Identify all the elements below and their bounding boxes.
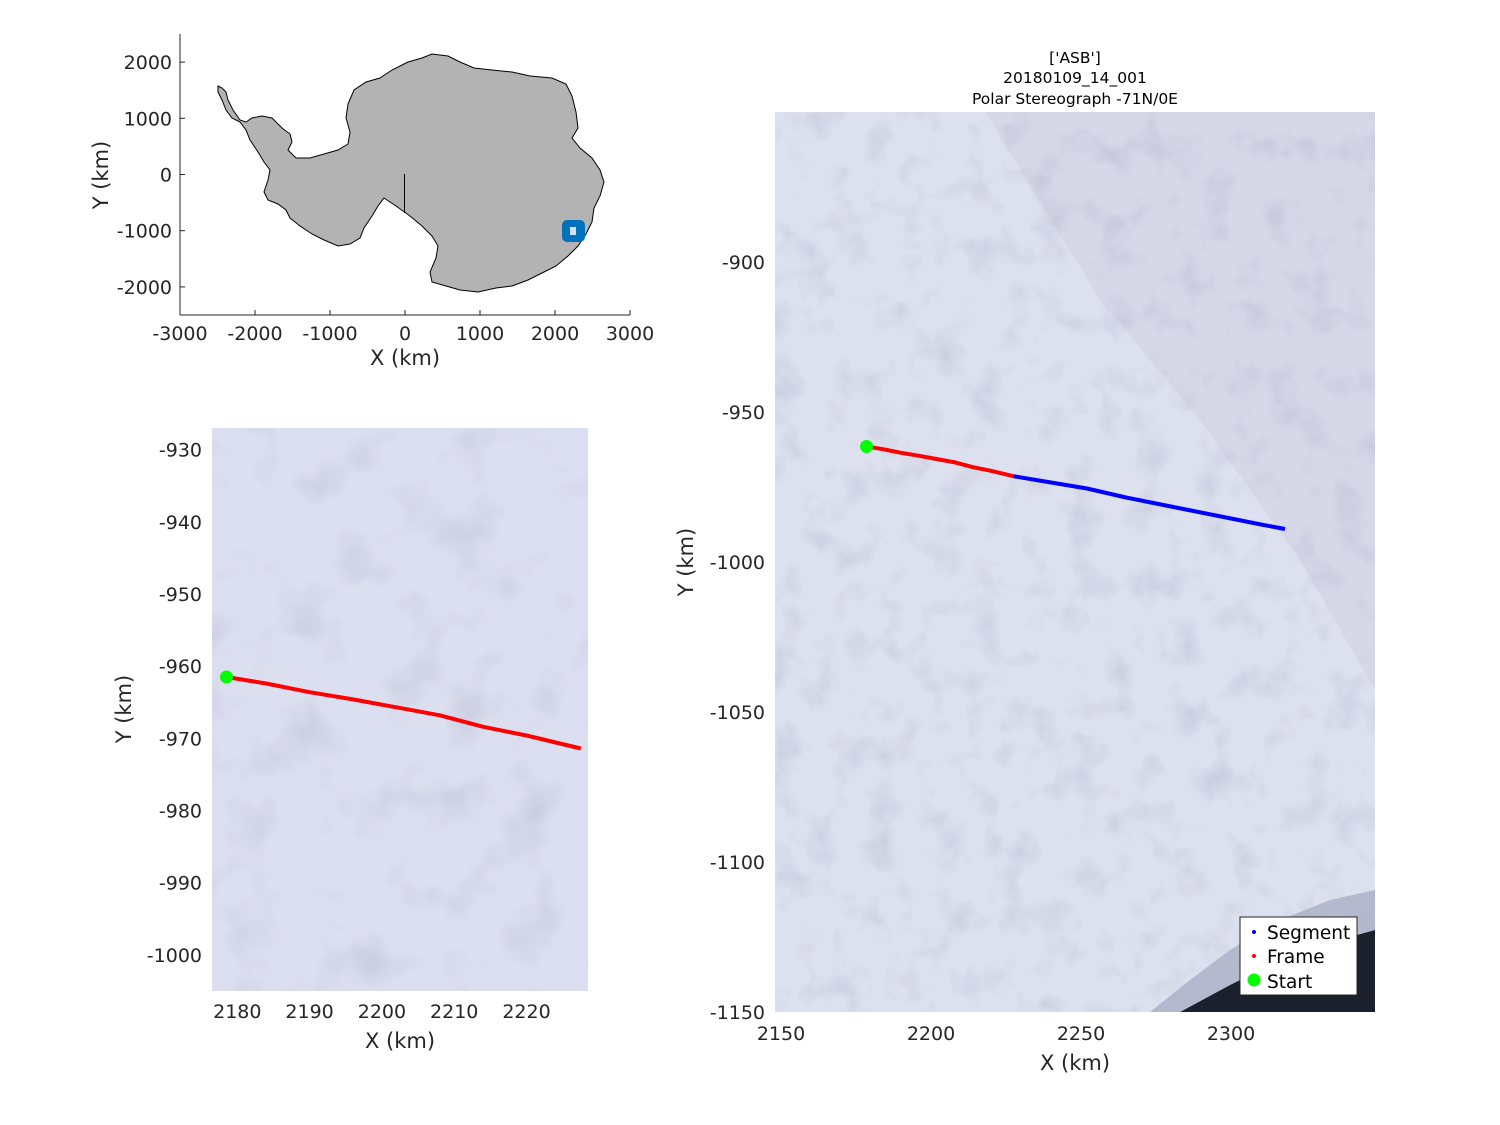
y-tick-label: 2000 <box>124 52 172 74</box>
x-tick-label: 2180 <box>213 1001 261 1023</box>
frame-x-label: X (km) <box>365 1029 435 1053</box>
x-tick-label: 2220 <box>502 1001 550 1023</box>
y-tick-label: -970 <box>159 728 202 750</box>
x-tick-label: 0 <box>399 323 411 345</box>
legend: Segment Frame Start <box>1239 916 1358 996</box>
segment-imagery-texture <box>775 112 1375 1012</box>
y-tick-label: -1050 <box>710 702 765 724</box>
segment-map: ['ASB'] 20180109_14_001 Polar Stereograp… <box>674 49 1375 1075</box>
overview-map: -3000 -2000 -1000 0 1000 2000 3000 -2000 -1000 0… <box>89 34 654 370</box>
y-tick-label: -1000 <box>117 221 172 243</box>
y-tick-label: -1100 <box>710 852 765 874</box>
y-tick-label: -980 <box>159 801 202 823</box>
x-tick-label: 2210 <box>430 1001 478 1023</box>
segment-y-label: Y (km) <box>674 528 698 598</box>
y-tick-label: -900 <box>722 252 765 274</box>
y-tick-label: -1000 <box>147 945 202 967</box>
legend-segment-label: Segment <box>1267 923 1350 944</box>
legend-start-label: Start <box>1267 972 1312 993</box>
frame-x-ticks: 2180 2190 2200 2210 2220 <box>213 1001 551 1023</box>
y-tick-label: -960 <box>159 656 202 678</box>
y-tick-label: -940 <box>159 512 202 534</box>
segment-track-line <box>1013 474 1286 531</box>
y-tick-label: -2000 <box>117 277 172 299</box>
start-point-marker-overview <box>860 440 873 453</box>
segment-title-line-2: 20180109_14_001 <box>1003 69 1147 88</box>
legend-frame-label: Frame <box>1267 947 1325 968</box>
overview-y-ticks: -2000 -1000 0 1000 2000 <box>117 52 185 299</box>
frame-y-ticks: -930 -940 -950 -960 -970 -980 -990 -1000 <box>147 440 202 967</box>
legend-segment-symbol <box>1252 930 1256 934</box>
segment-x-label: X (km) <box>1040 1051 1110 1075</box>
y-tick-label: -990 <box>159 873 202 895</box>
x-tick-label: 2000 <box>531 323 579 345</box>
segment-y-ticks: -900 -950 -1000 -1050 -1100 -1150 <box>710 252 765 1024</box>
segment-title-line-3: Polar Stereograph -71N/0E <box>972 90 1178 108</box>
x-tick-label: 2200 <box>907 1023 955 1045</box>
frame-y-label: Y (km) <box>112 675 136 745</box>
overview-y-label: Y (km) <box>89 141 113 211</box>
legend-start-symbol <box>1247 973 1261 987</box>
x-tick-label: -2000 <box>227 323 282 345</box>
frame-map: 2180 2190 2200 2210 2220 -930 -940 -950 -960 -97… <box>112 428 588 1053</box>
x-tick-label: 2200 <box>358 1001 406 1023</box>
y-tick-label: -950 <box>159 584 202 606</box>
y-tick-label: -930 <box>159 440 202 462</box>
overview-x-ticks: -3000 -2000 -1000 0 1000 2000 3000 <box>152 310 654 345</box>
y-tick-label: -1150 <box>710 1002 765 1024</box>
x-tick-label: 2250 <box>1057 1023 1105 1045</box>
segment-x-ticks: 2150 2200 2250 2300 <box>757 1023 1255 1045</box>
y-tick-label: 1000 <box>124 108 172 130</box>
x-tick-label: 2300 <box>1207 1023 1255 1045</box>
frame-track-line-overview <box>866 444 1014 479</box>
x-tick-label: 2150 <box>757 1023 805 1045</box>
antarctica-landmass <box>217 53 605 293</box>
x-tick-label: -3000 <box>152 323 207 345</box>
legend-box <box>1239 916 1358 996</box>
legend-frame-symbol <box>1252 954 1256 958</box>
frame-track-line <box>226 675 582 751</box>
x-tick-label: -1000 <box>302 323 357 345</box>
x-tick-label: 2190 <box>285 1001 333 1023</box>
segment-title-line-1: ['ASB'] <box>1049 49 1101 67</box>
location-marker-inner <box>570 227 576 235</box>
start-point-marker <box>219 670 233 684</box>
x-tick-label: 3000 <box>606 323 654 345</box>
y-tick-label: -950 <box>722 402 765 424</box>
y-tick-label: 0 <box>160 165 172 187</box>
overview-x-label: X (km) <box>370 346 440 370</box>
y-tick-label: -1000 <box>710 552 765 574</box>
x-tick-label: 1000 <box>456 323 504 345</box>
